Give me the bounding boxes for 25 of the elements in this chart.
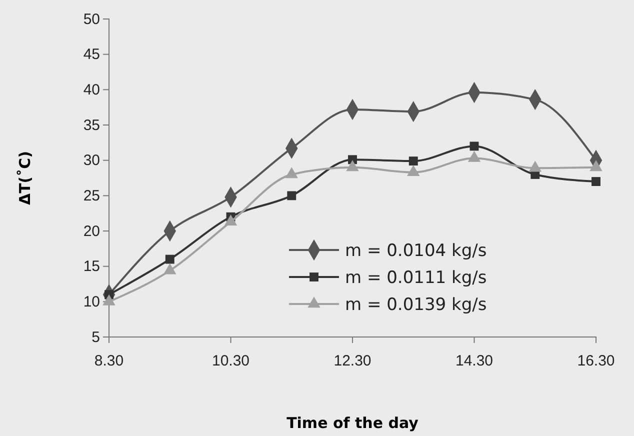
- y-tick-label: 35: [83, 116, 100, 134]
- y-tick-label: 45: [83, 46, 100, 64]
- y-tick-label: 40: [83, 81, 100, 98]
- y-tick-label: 5: [92, 328, 100, 346]
- point: [287, 191, 296, 200]
- point: [408, 156, 418, 166]
- x-tick-label: 10.30: [212, 352, 250, 370]
- x-tick-label: 12.30: [334, 352, 372, 370]
- x-tick-label: 8.30: [94, 352, 124, 370]
- y-tick-label: 50: [83, 10, 100, 28]
- x-tick-label: 14.30: [455, 352, 494, 370]
- legend-label: m = 0.0139 kg/s: [345, 294, 487, 315]
- legend-label: m = 0.0104 kg/s: [345, 240, 487, 261]
- y-axis-title: ΔT(˚C): [16, 150, 34, 206]
- y-tick-label: 15: [83, 258, 100, 276]
- y-tick-label: 20: [83, 222, 100, 240]
- point: [592, 177, 600, 186]
- x-axis-title: Time of the day: [286, 414, 419, 432]
- point: [165, 254, 174, 264]
- y-tick-label: 10: [83, 293, 100, 310]
- point: [470, 142, 479, 151]
- y-tick-label: 25: [83, 187, 100, 204]
- y-tick-label: 30: [83, 152, 100, 170]
- legend-label: m = 0.0111 kg/s: [345, 268, 487, 288]
- x-tick-label: 16.30: [577, 352, 615, 370]
